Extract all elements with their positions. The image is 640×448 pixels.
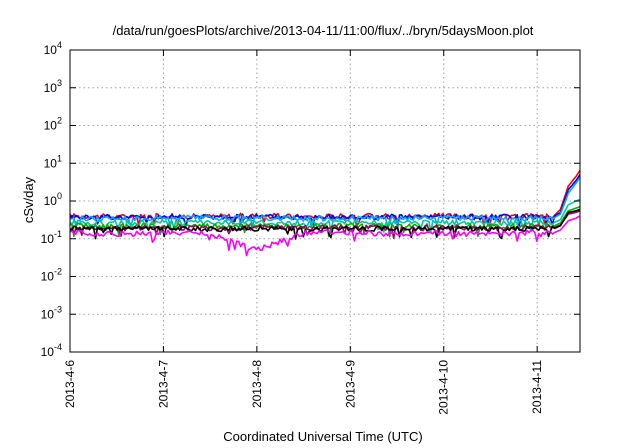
chart-title: /data/run/goesPlots/archive/2013-04-11/1… bbox=[113, 23, 534, 38]
y-axis-label: cSv/day bbox=[21, 176, 36, 223]
x-tick-label: 2013-4-7 bbox=[156, 360, 170, 408]
y-tick-label: 101 bbox=[44, 153, 62, 170]
x-tick-label: 2013-4-10 bbox=[437, 360, 451, 415]
y-tick-label: 10-4 bbox=[41, 342, 62, 359]
y-tick-label: 10-3 bbox=[41, 304, 62, 321]
y-tick-label: 10-1 bbox=[41, 229, 62, 246]
series-line bbox=[69, 206, 581, 238]
x-tick-label: 2013-4-11 bbox=[530, 360, 544, 414]
series-line bbox=[69, 177, 581, 229]
y-tick-label: 100 bbox=[44, 191, 62, 208]
x-tick-label: 2013-4-6 bbox=[63, 360, 77, 408]
y-axis-ticks: 10-4 10-3 10-2 10-1 100 101 102 103 104 bbox=[41, 40, 580, 359]
x-tick-label: 2013-4-9 bbox=[343, 360, 357, 408]
x-axis-label: Coordinated Universal Time (UTC) bbox=[223, 429, 422, 444]
x-tick-label: 2013-4-8 bbox=[250, 360, 264, 408]
y-tick-label: 102 bbox=[44, 116, 62, 133]
series-line bbox=[69, 215, 581, 257]
grid-lines bbox=[69, 50, 580, 352]
y-tick-label: 10-2 bbox=[41, 267, 62, 284]
series-lines bbox=[69, 169, 581, 257]
y-tick-label: 103 bbox=[44, 78, 62, 95]
x-axis-ticks: 2013-4-6 2013-4-7 2013-4-8 2013-4-9 2013-4-1… bbox=[63, 50, 544, 415]
series-line bbox=[69, 208, 581, 240]
y-tick-label: 104 bbox=[44, 40, 62, 57]
